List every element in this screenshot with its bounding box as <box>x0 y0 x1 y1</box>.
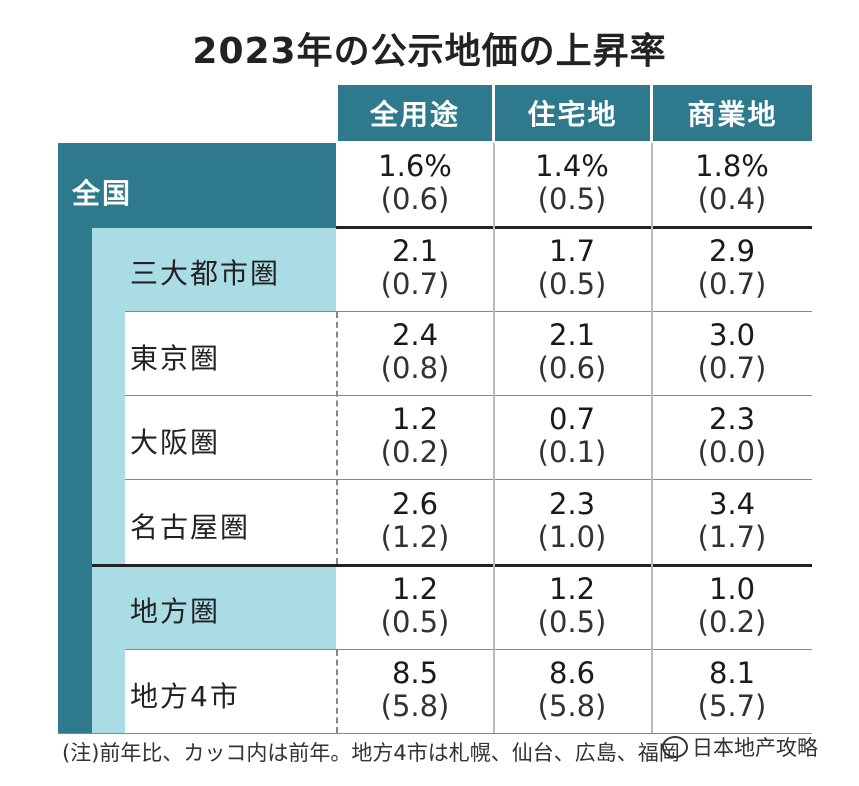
cell-nationwide-all: 1.6% (0.6) <box>378 149 452 216</box>
section-divider-top <box>336 226 812 229</box>
row-label-nagoya: 名古屋圏 <box>130 511 251 544</box>
cell-four-cities-commercial: 8.1 (5.7) <box>697 656 767 723</box>
cell-osaka-commercial: 2.3 (0.0) <box>697 402 767 469</box>
column-divider <box>336 312 338 564</box>
cell-four-cities-residential: 8.6 (5.8) <box>537 656 607 723</box>
row-label-regional: 地方圏 <box>130 595 221 628</box>
three-metro-sub-block <box>125 312 336 564</box>
row-divider <box>125 479 812 480</box>
column-divider <box>651 143 653 733</box>
footnote: (注)前年比、カッコ内は前年。地方4市は札幌、仙台、広島、福岡 <box>62 741 680 765</box>
row-label-osaka: 大阪圏 <box>130 426 221 459</box>
row-label-four-cities: 地方4市 <box>130 680 240 713</box>
regional-sub-block <box>125 650 336 733</box>
cell-nagoya-commercial: 3.4 (1.7) <box>697 487 767 554</box>
watermark-text: 日本地产攻略 <box>692 736 818 760</box>
cell-nagoya-all: 2.6 (1.2) <box>380 487 450 554</box>
cell-nationwide-commercial: 1.8% (0.4) <box>695 149 769 216</box>
cell-three-metro-all: 2.1 (0.7) <box>380 234 450 301</box>
page-title: 2023年の公示地価の上昇率 <box>192 31 667 72</box>
row-label-tokyo: 東京圏 <box>130 342 221 375</box>
table-bottom-line <box>58 733 812 734</box>
cell-four-cities-all: 8.5 (5.8) <box>380 656 450 723</box>
cell-osaka-all: 1.2 (0.2) <box>380 402 450 469</box>
row-divider <box>125 395 812 396</box>
column-header-commercial: 商業地 <box>653 85 812 141</box>
cell-nationwide-residential: 1.4% (0.5) <box>535 149 609 216</box>
column-divider <box>493 143 495 733</box>
watermark: 日本地产攻略 <box>662 732 818 762</box>
cell-osaka-residential: 0.7 (0.1) <box>537 402 607 469</box>
cell-tokyo-commercial: 3.0 (0.7) <box>697 318 767 385</box>
row-divider <box>125 311 812 312</box>
column-header-residential: 住宅地 <box>495 85 650 141</box>
row-label-three-metro: 三大都市圏 <box>130 257 281 290</box>
wechat-icon <box>662 736 688 758</box>
cell-regional-residential: 1.2 (0.5) <box>537 572 607 639</box>
cell-tokyo-residential: 2.1 (0.6) <box>537 318 607 385</box>
cell-regional-all: 1.2 (0.5) <box>380 572 450 639</box>
section-divider-regional <box>92 564 812 567</box>
column-divider <box>336 650 338 733</box>
row-divider <box>125 649 812 650</box>
cell-three-metro-residential: 1.7 (0.5) <box>537 234 607 301</box>
row-label-nationwide: 全国 <box>72 177 133 210</box>
cell-nagoya-residential: 2.3 (1.0) <box>537 487 607 554</box>
column-header-all-use: 全用途 <box>338 85 492 141</box>
cell-three-metro-commercial: 2.9 (0.7) <box>697 234 767 301</box>
cell-tokyo-all: 2.4 (0.8) <box>380 318 450 385</box>
cell-regional-commercial: 1.0 (0.2) <box>697 572 767 639</box>
